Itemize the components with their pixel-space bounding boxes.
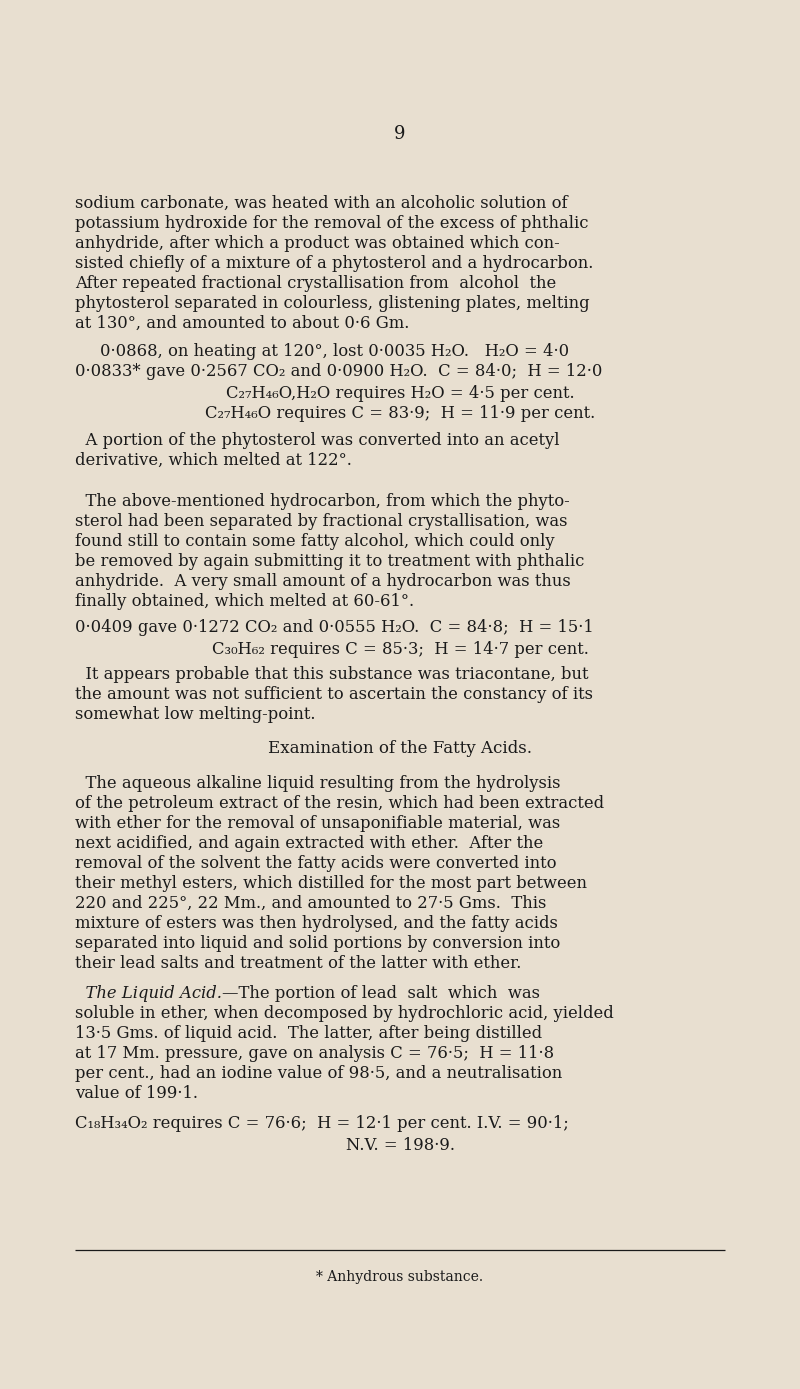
Text: The aqueous alkaline liquid resulting from the hydrolysis: The aqueous alkaline liquid resulting fr…	[75, 775, 561, 792]
Text: soluble in ether, when decomposed by hydrochloric acid, yielded: soluble in ether, when decomposed by hyd…	[75, 1006, 614, 1022]
Text: 0·0868, on heating at 120°, lost 0·0035 H₂O.   H₂O = 4·0: 0·0868, on heating at 120°, lost 0·0035 …	[100, 343, 569, 360]
Text: It appears probable that this substance was triacontane, but: It appears probable that this substance …	[75, 665, 589, 683]
Text: 220 and 225°, 22 Mm., and amounted to 27·5 Gms.  This: 220 and 225°, 22 Mm., and amounted to 27…	[75, 895, 546, 913]
Text: N.V. = 198·9.: N.V. = 198·9.	[346, 1138, 454, 1154]
Text: value of 199·1.: value of 199·1.	[75, 1085, 198, 1101]
Text: derivative, which melted at 122°.: derivative, which melted at 122°.	[75, 451, 352, 469]
Text: potassium hydroxide for the removal of the excess of phthalic: potassium hydroxide for the removal of t…	[75, 215, 589, 232]
Text: at 17 Mm. pressure, gave on analysis C = 76·5;  H = 11·8: at 17 Mm. pressure, gave on analysis C =…	[75, 1045, 554, 1063]
Text: next acidified, and again extracted with ether.  After the: next acidified, and again extracted with…	[75, 835, 543, 851]
Text: sodium carbonate, was heated with an alcoholic solution of: sodium carbonate, was heated with an alc…	[75, 194, 568, 213]
Text: with ether for the removal of unsaponifiable material, was: with ether for the removal of unsaponifi…	[75, 815, 560, 832]
Text: found still to contain some fatty alcohol, which could only: found still to contain some fatty alcoho…	[75, 533, 554, 550]
Text: at 130°, and amounted to about 0·6 Gm.: at 130°, and amounted to about 0·6 Gm.	[75, 315, 410, 332]
Text: finally obtained, which melted at 60-61°.: finally obtained, which melted at 60-61°…	[75, 593, 414, 610]
Text: After repeated fractional crystallisation from  alcohol  the: After repeated fractional crystallisatio…	[75, 275, 556, 292]
Text: C₃₀H₆₂ requires C = 85·3;  H = 14·7 per cent.: C₃₀H₆₂ requires C = 85·3; H = 14·7 per c…	[211, 640, 589, 658]
Text: phytosterol separated in colourless, glistening plates, melting: phytosterol separated in colourless, gli…	[75, 294, 590, 313]
Text: 9: 9	[394, 125, 406, 143]
Text: anhydride.  A very small amount of a hydrocarbon was thus: anhydride. A very small amount of a hydr…	[75, 574, 570, 590]
Text: per cent., had an iodine value of 98·5, and a neutralisation: per cent., had an iodine value of 98·5, …	[75, 1065, 562, 1082]
Text: The Liquid Acid.: The Liquid Acid.	[75, 985, 222, 1001]
Text: be removed by again submitting it to treatment with phthalic: be removed by again submitting it to tre…	[75, 553, 584, 569]
Text: their methyl esters, which distilled for the most part between: their methyl esters, which distilled for…	[75, 875, 587, 892]
Text: removal of the solvent the fatty acids were converted into: removal of the solvent the fatty acids w…	[75, 856, 557, 872]
Text: A portion of the phytosterol was converted into an acetyl: A portion of the phytosterol was convert…	[75, 432, 559, 449]
Text: The above-mentioned hydrocarbon, from which the phyto-: The above-mentioned hydrocarbon, from wh…	[75, 493, 570, 510]
Text: mixture of esters was then hydrolysed, and the fatty acids: mixture of esters was then hydrolysed, a…	[75, 915, 558, 932]
Text: C₂₇H₄₆O,H₂O requires H₂O = 4·5 per cent.: C₂₇H₄₆O,H₂O requires H₂O = 4·5 per cent.	[226, 385, 574, 401]
Text: 13·5 Gms. of liquid acid.  The latter, after being distilled: 13·5 Gms. of liquid acid. The latter, af…	[75, 1025, 542, 1042]
Text: sisted chiefly of a mixture of a phytosterol and a hydrocarbon.: sisted chiefly of a mixture of a phytost…	[75, 256, 594, 272]
Text: * Anhydrous substance.: * Anhydrous substance.	[317, 1270, 483, 1283]
Text: —The portion of lead  salt  which  was: —The portion of lead salt which was	[222, 985, 540, 1001]
Text: C₁₈H₃₄O₂ requires C = 76·6;  H = 12·1 per cent. I.V. = 90·1;: C₁₈H₃₄O₂ requires C = 76·6; H = 12·1 per…	[75, 1115, 569, 1132]
Text: 0·0409 gave 0·1272 CO₂ and 0·0555 H₂O.  C = 84·8;  H = 15·1: 0·0409 gave 0·1272 CO₂ and 0·0555 H₂O. C…	[75, 619, 594, 636]
Text: Examination of the Fatty Acids.: Examination of the Fatty Acids.	[268, 740, 532, 757]
Text: somewhat low melting-point.: somewhat low melting-point.	[75, 706, 315, 724]
Text: sterol had been separated by fractional crystallisation, was: sterol had been separated by fractional …	[75, 513, 567, 531]
Text: of the petroleum extract of the resin, which had been extracted: of the petroleum extract of the resin, w…	[75, 795, 604, 813]
Text: C₂₇H₄₆O requires C = 83·9;  H = 11·9 per cent.: C₂₇H₄₆O requires C = 83·9; H = 11·9 per …	[205, 406, 595, 422]
Text: separated into liquid and solid portions by conversion into: separated into liquid and solid portions…	[75, 935, 560, 951]
Text: their lead salts and treatment of the latter with ether.: their lead salts and treatment of the la…	[75, 956, 522, 972]
Text: the amount was not sufficient to ascertain the constancy of its: the amount was not sufficient to ascerta…	[75, 686, 593, 703]
Text: 0·0833* gave 0·2567 CO₂ and 0·0900 H₂O.  C = 84·0;  H = 12·0: 0·0833* gave 0·2567 CO₂ and 0·0900 H₂O. …	[75, 363, 602, 381]
Text: anhydride, after which a product was obtained which con­: anhydride, after which a product was obt…	[75, 235, 560, 251]
